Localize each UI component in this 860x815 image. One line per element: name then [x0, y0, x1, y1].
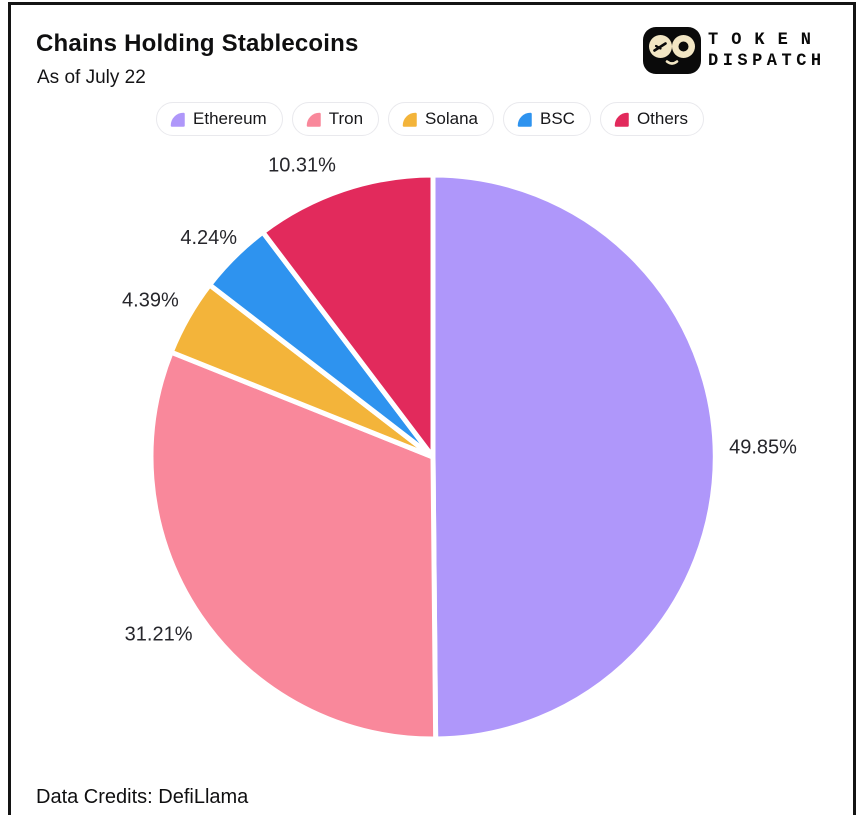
legend-item-others[interactable]: Others: [599, 102, 704, 136]
legend-swatch-icon: [517, 112, 532, 127]
legend-item-label: Solana: [425, 109, 478, 128]
pie-percentage-label-bsc: 4.24%: [180, 227, 237, 249]
legend-item-bsc[interactable]: BSC: [502, 102, 591, 136]
page-subtitle: As of July 22: [37, 67, 146, 88]
token-dispatch-wordmark: TOKEN DISPATCH: [708, 30, 840, 72]
legend-swatch-icon: [402, 112, 417, 127]
legend-item-ethereum[interactable]: Ethereum: [156, 102, 283, 136]
page-title: Chains Holding Stablecoins: [36, 30, 359, 57]
pie-percentage-label-solana: 4.39%: [122, 290, 179, 312]
legend-swatch-icon: [306, 112, 321, 127]
data-credits: Data Credits: DefiLlama: [36, 786, 249, 808]
legend-item-label: BSC: [539, 109, 575, 128]
legend-item-label: Others: [636, 109, 688, 128]
legend-item-solana[interactable]: Solana: [388, 102, 494, 136]
pie-slice-ethereum[interactable]: [430, 172, 718, 742]
token-dispatch-owl-icon: [643, 27, 701, 74]
pie-slice-tron[interactable]: [148, 349, 439, 742]
legend-item-label: Ethereum: [193, 109, 267, 128]
logo-word-dispatch: DISPATCH: [708, 51, 826, 72]
logo-word-token: TOKEN: [708, 30, 825, 51]
pie-percentage-label-tron: 31.21%: [125, 624, 193, 646]
pie-slice-others[interactable]: [260, 172, 436, 460]
pie-percentage-label-ethereum: 49.85%: [729, 437, 797, 459]
legend-swatch-icon: [170, 112, 185, 127]
pie-percentage-label-others: 10.31%: [268, 154, 336, 176]
token-dispatch-logo: TOKEN DISPATCH: [643, 27, 840, 74]
chart-legend: Ethereum Tron Solana BSC Others: [0, 102, 860, 136]
legend-item-label: Tron: [328, 109, 364, 128]
legend-swatch-icon: [614, 112, 629, 127]
legend-item-tron[interactable]: Tron: [291, 102, 380, 136]
